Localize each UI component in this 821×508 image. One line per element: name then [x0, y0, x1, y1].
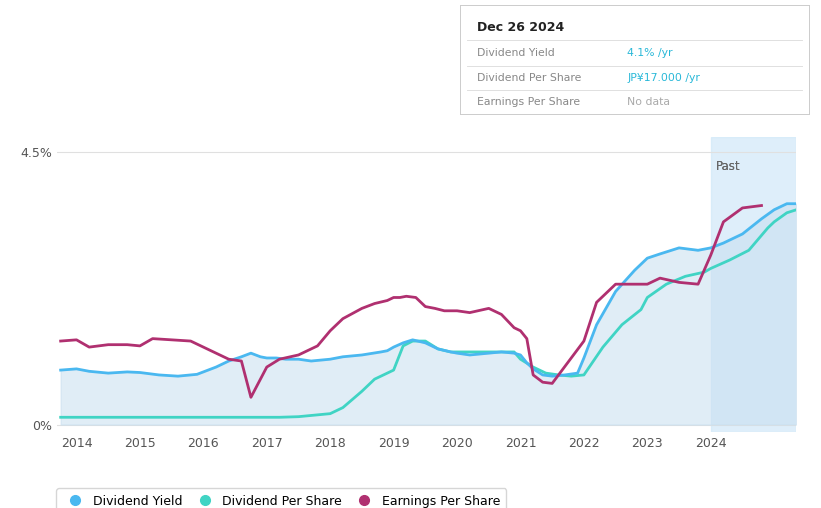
Text: Dec 26 2024: Dec 26 2024: [477, 21, 565, 35]
Text: No data: No data: [627, 98, 670, 107]
Text: Past: Past: [716, 160, 741, 173]
Text: Past: Past: [716, 160, 741, 173]
Text: Earnings Per Share: Earnings Per Share: [477, 98, 580, 107]
Text: Dividend Yield: Dividend Yield: [477, 48, 555, 58]
Text: JP¥17.000 /yr: JP¥17.000 /yr: [627, 73, 700, 83]
Text: Dividend Per Share: Dividend Per Share: [477, 73, 581, 83]
Bar: [711, 137, 796, 432]
Text: 4.1% /yr: 4.1% /yr: [627, 48, 672, 58]
Legend: Dividend Yield, Dividend Per Share, Earnings Per Share: Dividend Yield, Dividend Per Share, Earn…: [57, 489, 507, 508]
